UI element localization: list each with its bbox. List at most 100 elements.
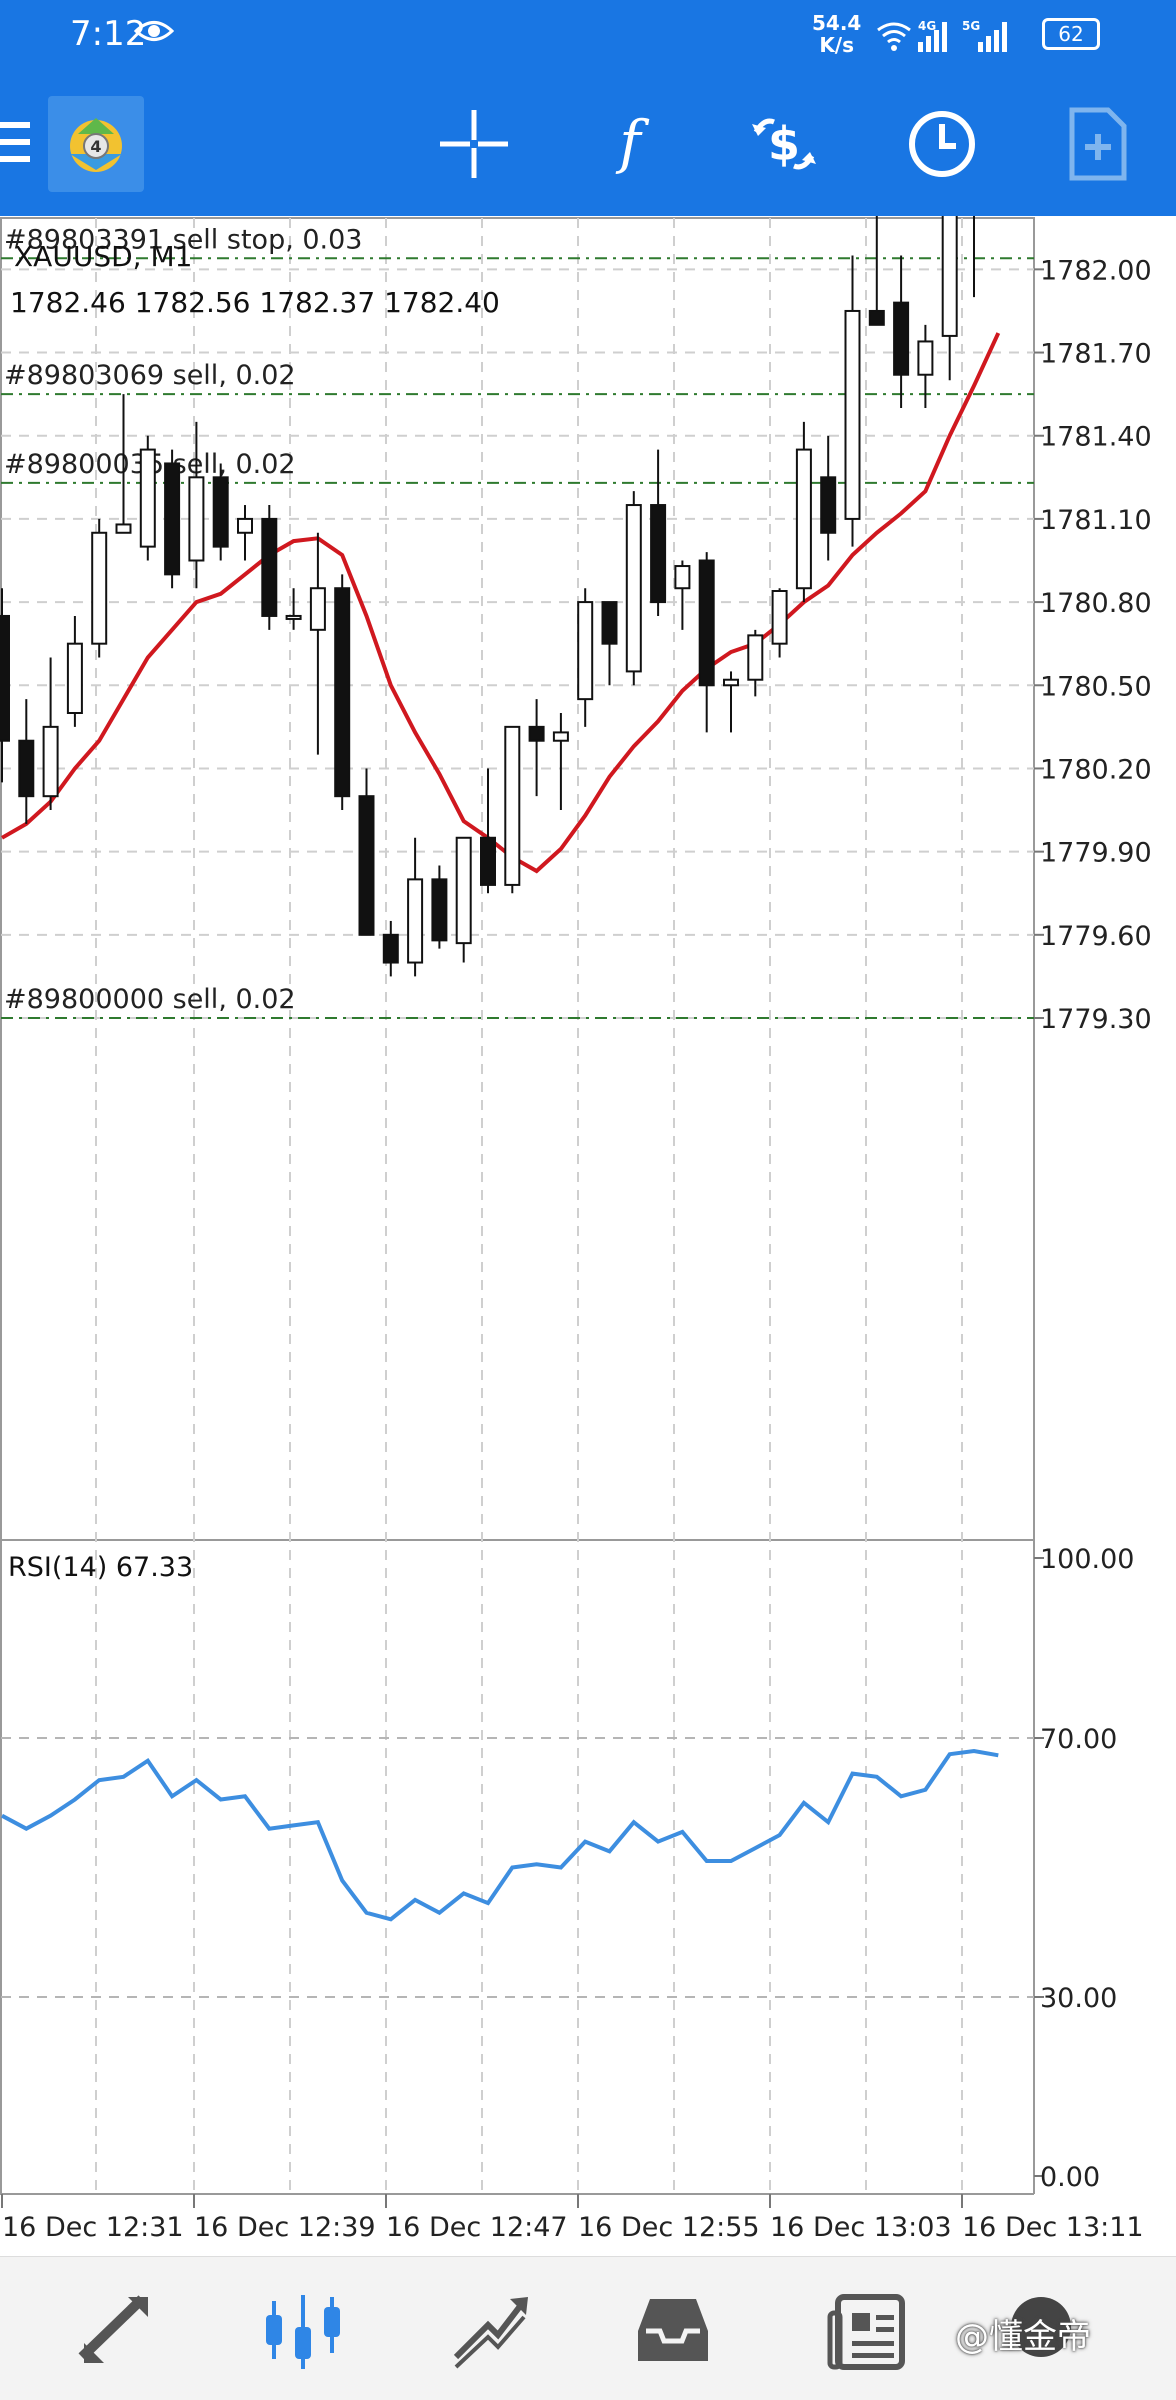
candle-bull xyxy=(455,836,472,945)
candle-bear xyxy=(868,309,885,326)
moving-average-line xyxy=(1,332,1001,874)
candle-bear xyxy=(480,836,496,886)
candles xyxy=(0,114,1007,977)
candle-bull xyxy=(504,725,521,886)
rsi-tick-label: 30.00 xyxy=(1040,1983,1117,2014)
net-speed: 54.4 K/s xyxy=(812,12,861,56)
symbol-label: XAUUSD, M1 xyxy=(14,240,192,273)
menu-icon[interactable] xyxy=(0,118,32,172)
signal-icons: 4G 5G xyxy=(874,16,1034,60)
candle-bear xyxy=(528,725,545,742)
watermark: @懂金帝 xyxy=(955,2317,1091,2357)
order-label: #89800000 sell, 0.02 xyxy=(4,984,296,1015)
rsi-panel xyxy=(1,1737,1034,1998)
rsi-tick-label: 70.00 xyxy=(1040,1724,1117,1755)
history-icon[interactable] xyxy=(628,2287,718,2377)
candle-bull xyxy=(407,878,424,964)
rsi-label: RSI(14) 67.33 xyxy=(8,1552,193,1583)
time-tick-label: 16 Dec 12:31 xyxy=(2,2212,184,2243)
candle-bull xyxy=(42,725,59,798)
price-chart[interactable]: #89803410 buy, 0.01#89803391 sell stop, … xyxy=(0,89,1176,2256)
status-time: 7:12 xyxy=(70,14,147,54)
signal-a-label: 4G xyxy=(918,19,936,33)
candle-bear xyxy=(382,933,399,964)
signal-bars-a-icon xyxy=(918,22,947,52)
moving-average-path xyxy=(1,332,1001,874)
order-label: #89803391 sell stop, 0.03 xyxy=(4,224,363,255)
candle-bull xyxy=(747,634,764,681)
candle-bear xyxy=(820,476,837,534)
price-tick-label: 1779.30 xyxy=(1040,1004,1152,1035)
candle-bull xyxy=(188,476,205,562)
candle-bull xyxy=(552,731,569,742)
price-tick-label: 1781.70 xyxy=(1040,339,1152,370)
order-label: #89803069 sell, 0.02 xyxy=(4,360,296,391)
candle-bear xyxy=(893,301,910,376)
time-tick-label: 16 Dec 13:11 xyxy=(962,2212,1144,2243)
svg-text:$: $ xyxy=(768,117,800,171)
candle-bear xyxy=(650,504,667,604)
candle-bull xyxy=(723,678,739,687)
svg-text:4: 4 xyxy=(90,137,101,156)
indicators-icon[interactable]: f xyxy=(590,104,670,184)
time-tick-label: 16 Dec 13:03 xyxy=(770,2212,952,2243)
signal-b-label: 5G xyxy=(962,19,980,33)
price-tick-label: 1782.00 xyxy=(1040,255,1152,286)
candle-bull xyxy=(309,587,326,631)
candle-bull xyxy=(237,517,253,534)
chart-area[interactable]: #89803410 buy, 0.01#89803391 sell stop, … xyxy=(0,89,1176,2256)
rsi-tick-label: 0.00 xyxy=(1040,2162,1100,2193)
bottom-navigation: @懂金帝 xyxy=(0,2256,1176,2400)
candle-bear xyxy=(212,476,229,548)
candle-bear xyxy=(164,462,181,576)
ohlc-label: 1782.46 1782.56 1782.37 1782.40 xyxy=(10,286,500,319)
wifi-icon xyxy=(877,22,911,44)
price-tick-label: 1779.90 xyxy=(1040,838,1152,869)
candle-bull xyxy=(285,614,302,620)
candle-bear xyxy=(358,795,375,936)
trade-icon[interactable]: $ xyxy=(744,104,824,184)
settings-icon[interactable] xyxy=(996,2287,1086,2377)
candle-bear xyxy=(334,587,351,798)
price-tick-label: 1780.80 xyxy=(1040,588,1152,619)
trade-nav-icon[interactable] xyxy=(448,2287,538,2377)
candle-bear xyxy=(0,614,10,742)
status-bar: 7:12 54.4 K/s 4G 5G 62 xyxy=(0,0,1176,70)
net-speed-unit: K/s xyxy=(819,33,855,57)
candle-bull xyxy=(115,523,132,534)
candle-bear xyxy=(431,878,448,942)
price-tick-label: 1779.60 xyxy=(1040,921,1152,952)
candle-bull xyxy=(844,309,861,520)
svg-text:f: f xyxy=(615,108,650,176)
time-tick-label: 16 Dec 12:55 xyxy=(578,2212,760,2243)
rsi-tick-label: 100.00 xyxy=(1040,1544,1134,1575)
eye-icon xyxy=(133,16,175,50)
candle-bull xyxy=(795,448,812,590)
candle-bull xyxy=(625,504,642,673)
price-tick-label: 1780.20 xyxy=(1040,754,1152,785)
price-tick-label: 1781.10 xyxy=(1040,505,1152,536)
net-speed-value: 54.4 xyxy=(812,11,862,35)
time-tick-label: 16 Dec 12:39 xyxy=(194,2212,376,2243)
candle-bull xyxy=(577,601,594,701)
candle-bear xyxy=(261,517,278,617)
quotes-icon[interactable] xyxy=(72,2287,162,2377)
crosshair-icon[interactable] xyxy=(434,104,514,184)
candle-bull xyxy=(66,642,83,715)
new-order-icon[interactable] xyxy=(1058,104,1138,184)
news-icon[interactable] xyxy=(824,2287,914,2377)
candle-bull xyxy=(91,531,108,645)
timeframe-icon[interactable] xyxy=(902,104,982,184)
candle-bull xyxy=(941,168,958,337)
candle-bull xyxy=(771,590,788,645)
chart-icon[interactable] xyxy=(258,2287,348,2377)
metatrader-logo-icon[interactable]: 4 xyxy=(48,96,144,192)
candle-bull xyxy=(674,565,691,590)
candle-bull xyxy=(139,448,156,548)
price-tick-label: 1781.40 xyxy=(1040,422,1152,453)
candle-bear xyxy=(601,601,618,645)
battery-indicator: 62 xyxy=(1042,18,1100,50)
price-tick-label: 1780.50 xyxy=(1040,671,1152,702)
signal-bars-b-icon xyxy=(978,22,1007,52)
top-toolbar: 4 f $ xyxy=(0,70,1176,216)
